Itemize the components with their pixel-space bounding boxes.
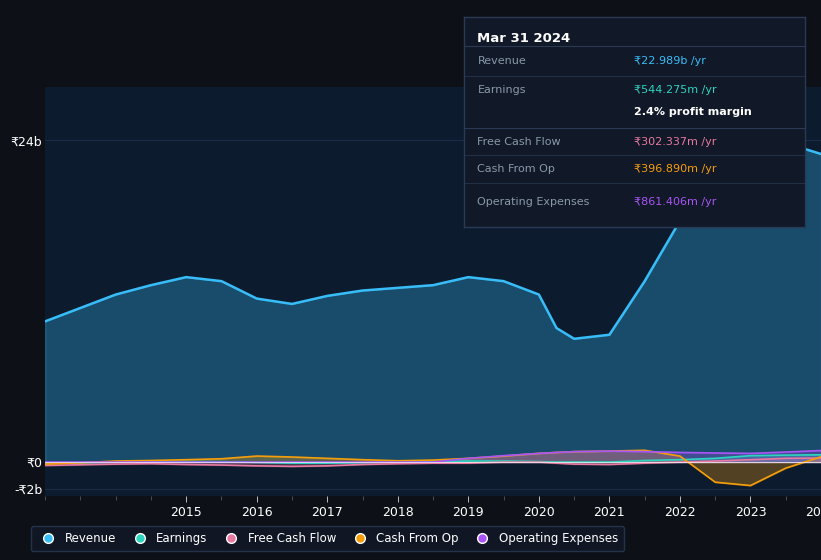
Text: ₹396.890m /yr: ₹396.890m /yr [635, 164, 717, 174]
Text: 2.4% profit margin: 2.4% profit margin [635, 108, 752, 118]
Text: Mar 31 2024: Mar 31 2024 [478, 31, 571, 44]
Text: Earnings: Earnings [478, 85, 526, 95]
Text: ₹22.989b /yr: ₹22.989b /yr [635, 56, 706, 66]
Text: Operating Expenses: Operating Expenses [478, 197, 589, 207]
Text: ₹861.406m /yr: ₹861.406m /yr [635, 197, 717, 207]
Legend: Revenue, Earnings, Free Cash Flow, Cash From Op, Operating Expenses: Revenue, Earnings, Free Cash Flow, Cash … [30, 526, 624, 551]
Text: Cash From Op: Cash From Op [478, 164, 555, 174]
Text: Free Cash Flow: Free Cash Flow [478, 137, 561, 147]
Text: ₹544.275m /yr: ₹544.275m /yr [635, 85, 717, 95]
Text: ₹302.337m /yr: ₹302.337m /yr [635, 137, 717, 147]
Text: Revenue: Revenue [478, 56, 526, 66]
